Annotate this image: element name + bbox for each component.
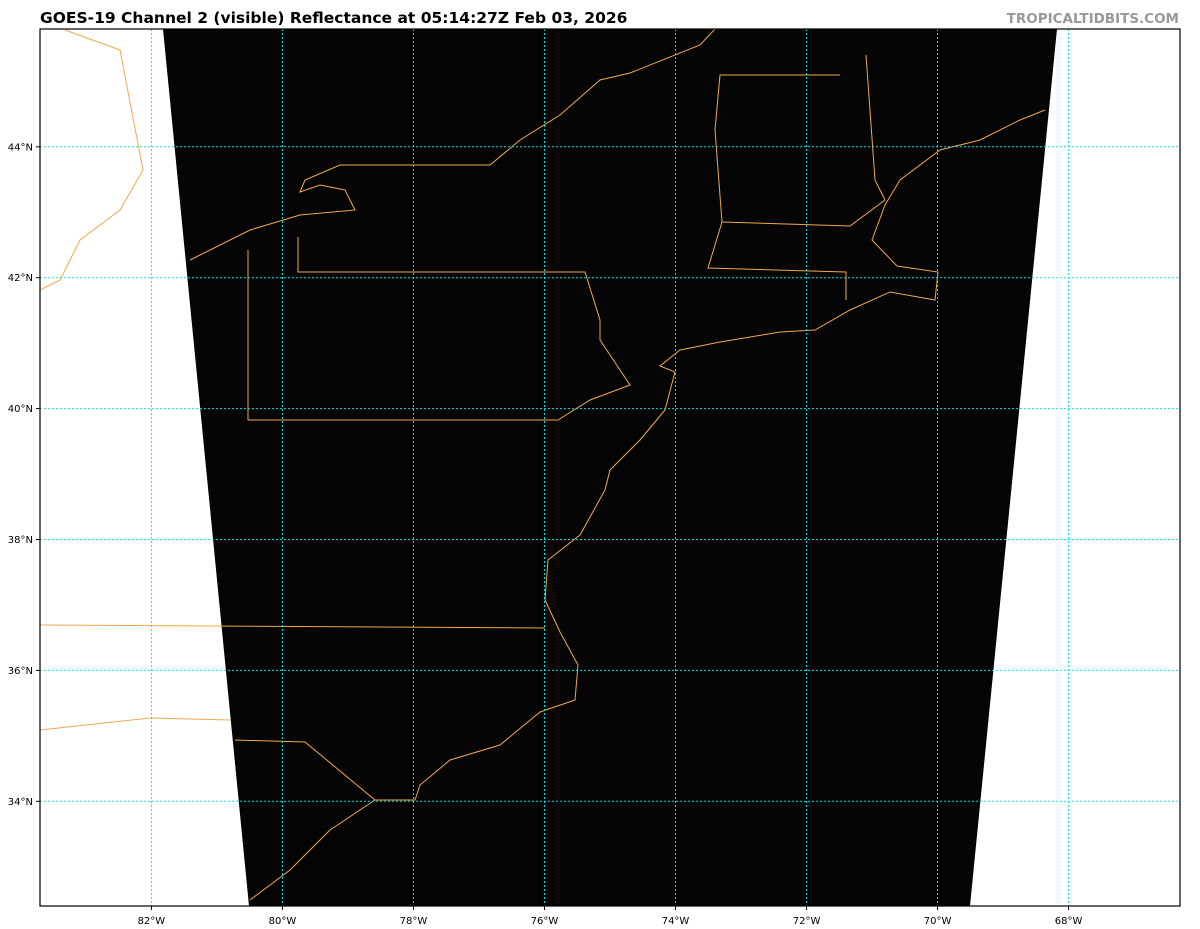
- latitude-tick-label: 42°N: [8, 273, 33, 284]
- great-lakes-shore: [189, 28, 716, 261]
- longitude-tick-label: 82°W: [138, 916, 166, 927]
- longitude-tick-label: 74°W: [662, 916, 690, 927]
- state-border: [39, 624, 546, 629]
- longitude-tick-label: 80°W: [269, 916, 297, 927]
- latitude-tick-label: 40°N: [8, 404, 33, 415]
- state-border: [39, 717, 231, 731]
- state-border: [721, 54, 886, 227]
- satellite-swath: [163, 29, 1057, 906]
- state-border: [234, 739, 376, 801]
- longitude-tick-label: 68°W: [1055, 916, 1083, 927]
- latitude-tick-label: 34°N: [8, 797, 33, 808]
- east-coastline: [249, 109, 1046, 901]
- longitude-tick-label: 72°W: [793, 916, 821, 927]
- longitude-tick-label: 70°W: [924, 916, 952, 927]
- coastlines-borders: [39, 28, 1046, 901]
- latitude-tick-label: 36°N: [8, 666, 33, 677]
- longitude-tick-label: 76°W: [531, 916, 559, 927]
- longitude-tick-label: 78°W: [400, 916, 428, 927]
- map-frame: [39, 28, 1181, 907]
- graticule: [40, 29, 1180, 906]
- brand-watermark: TROPICALTIDBITS.COM: [1006, 11, 1179, 27]
- shore-west: [39, 29, 144, 291]
- map-title: GOES-19 Channel 2 (visible) Reflectance …: [40, 9, 628, 27]
- axis-ticks: 82°W 80°W 78°W 76°W 74°W 72°W 70°W 68°W 44°N 42°N…: [8, 142, 1083, 927]
- latitude-tick-label: 38°N: [8, 535, 33, 546]
- latitude-tick-label: 44°N: [8, 142, 33, 153]
- state-border: [247, 237, 631, 421]
